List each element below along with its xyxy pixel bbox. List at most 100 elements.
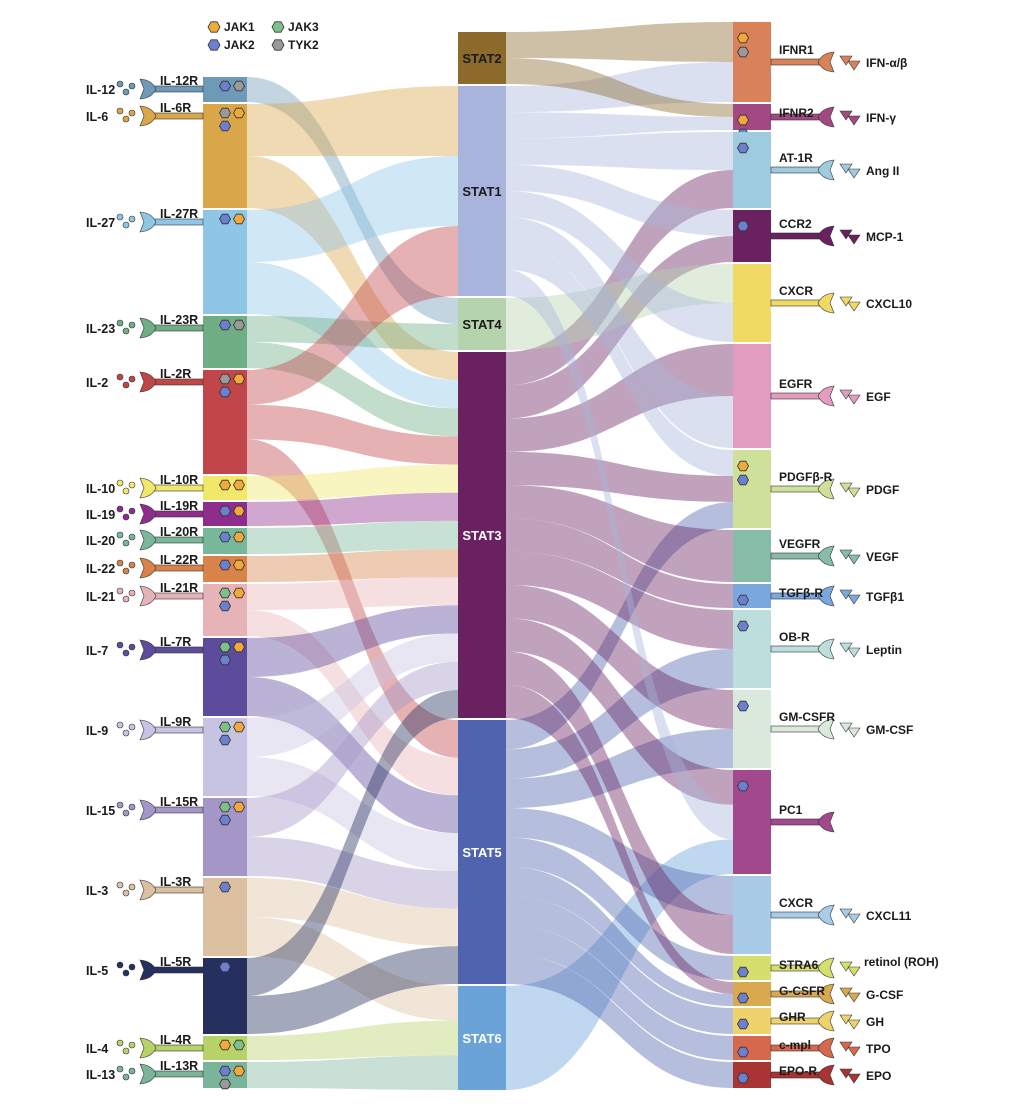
ligand-triangle-icon <box>839 549 853 560</box>
ligand-dot-icon <box>122 567 130 575</box>
ligand-dot-icon <box>122 1073 130 1081</box>
ligand-dot-icon <box>128 533 136 541</box>
receptor-cup-icon <box>817 292 835 314</box>
left-receptor-label: IL-20R <box>160 525 198 539</box>
receptor-stalk <box>770 818 822 826</box>
legend-label-jak3: JAK3 <box>288 20 319 34</box>
right-receptor-at-1r-2: Ang II AT-1R <box>733 132 899 208</box>
left-receptor-label: IL-9R <box>160 715 191 729</box>
tyk2-hex-icon <box>219 1078 231 1090</box>
right-receptor-block <box>733 1036 771 1060</box>
jak1-hex-icon <box>233 479 245 491</box>
jak3-hex-icon <box>219 641 231 653</box>
ligand-dot-icon <box>116 801 124 809</box>
ligand-dot-icon <box>128 375 136 383</box>
jak1-hex-icon <box>233 373 245 385</box>
ligand-dot-icon <box>122 487 130 495</box>
jak2-hex-icon <box>219 814 231 826</box>
flow-ribbon-left-6-stat3 <box>247 492 458 526</box>
left-receptor-label: IL-15R <box>160 795 198 809</box>
right-receptor-label: STRA6 <box>779 958 819 972</box>
tyk2-hex-icon <box>219 373 231 385</box>
right-receptor-block <box>733 450 771 528</box>
flow-ribbon-left-16-stat6 <box>247 1055 458 1090</box>
receptor-cup-icon <box>139 477 157 499</box>
jak1-hex-icon <box>233 559 245 571</box>
right-ligand-label: G-CSF <box>866 988 903 1002</box>
flow-ribbon-left-2-stat1 <box>247 156 458 262</box>
ligand-triangle-icon <box>847 727 861 738</box>
jak1-hex-icon <box>233 505 245 517</box>
jak2-hex-icon <box>737 1046 749 1058</box>
receptor-cup-icon <box>139 1063 157 1085</box>
left-receptor-il-19: IL-19 IL-19R <box>86 499 247 526</box>
ligand-dot-icon <box>128 1041 136 1049</box>
receptor-stalk <box>770 58 822 66</box>
right-receptor-label: EPO-R <box>779 1064 817 1078</box>
stat-block-stat1 <box>458 86 506 296</box>
right-receptor-label: c-mpl <box>779 1038 811 1052</box>
jak1-hex-icon <box>233 531 245 543</box>
right-receptor-block <box>733 982 771 1006</box>
right-ligand-label: IFN-γ <box>866 111 896 125</box>
stat-block-stat5 <box>458 720 506 984</box>
receptor-cup-icon <box>817 385 835 407</box>
legend-label-jak1: JAK1 <box>224 20 255 34</box>
right-receptor-label: OB-R <box>779 630 810 644</box>
flow-ribbon-left-11-stat5 <box>247 757 458 871</box>
tyk2-hex-icon <box>233 80 245 92</box>
jak2-hex-icon <box>219 734 231 746</box>
left-ligand-label: IL-6 <box>86 110 108 124</box>
ligand-triangle-icon <box>847 168 861 179</box>
left-receptor-label: IL-22R <box>160 553 198 567</box>
right-receptor-label: EGFR <box>779 377 813 391</box>
left-ligand-label: IL-27 <box>86 216 115 230</box>
jak1-hex-icon <box>233 587 245 599</box>
flow-ribbon-left-10-stat3 <box>247 605 458 677</box>
receptor-cup-icon <box>139 317 157 339</box>
ligand-dot-icon <box>128 561 136 569</box>
jak1-hex-icon <box>737 460 749 472</box>
flow-ribbon-right-11-stat6 <box>506 839 733 1090</box>
flow-ribbon-left-9-stat3 <box>247 577 458 610</box>
legend-label-tyk2: TYK2 <box>288 38 319 52</box>
flow-ribbons <box>247 22 733 1090</box>
flow-ribbon-right-13-stat5 <box>506 837 733 980</box>
right-ligand-label: PDGF <box>866 483 899 497</box>
receptor-stalk <box>770 166 822 174</box>
left-ligand-label: IL-20 <box>86 534 115 548</box>
flow-ribbon-left-8-stat3 <box>247 549 458 582</box>
right-receptor-block <box>733 210 771 262</box>
receptor-cup-icon <box>817 106 835 128</box>
left-ligand-label: IL-15 <box>86 804 115 818</box>
ligand-triangle-icon <box>839 229 853 240</box>
jak3-hex-icon <box>219 721 231 733</box>
right-ligand-label: Leptin <box>866 643 902 657</box>
right-ligand-label: VEGF <box>866 550 899 564</box>
right-receptor-c-mpl-16: TPO c-mpl <box>733 1036 891 1060</box>
jak2-hex-icon <box>219 881 231 893</box>
right-receptor-tgf-r-8: TGFβ1 TGFβ-R <box>733 584 904 608</box>
stat-block-stat2 <box>458 32 506 84</box>
right-receptor-label: CXCR <box>779 284 813 298</box>
right-receptor-stra6-13: retinol (ROH) STRA6 <box>733 955 939 980</box>
ligand-dot-icon <box>116 641 124 649</box>
right-receptor-ghr-15: GH GHR <box>733 1008 884 1034</box>
flow-ribbon-right-6-stat5 <box>506 502 733 750</box>
jak1-hex-icon <box>233 213 245 225</box>
ligand-dot-icon <box>122 595 130 603</box>
jak1-hex-icon <box>233 721 245 733</box>
jak2-hex-icon <box>219 531 231 543</box>
receptor-cup-icon <box>139 211 157 233</box>
flow-ribbon-left-11-stat3 <box>247 633 458 757</box>
flow-ribbon-left-12-stat5 <box>247 837 458 909</box>
left-receptor-label: IL-12R <box>160 74 198 88</box>
right-receptor-cxcr-12: CXCL11 CXCR <box>733 876 912 954</box>
left-ligand-label: IL-3 <box>86 884 108 898</box>
left-receptor-label: IL-6R <box>160 101 191 115</box>
ligand-triangle-icon <box>839 389 853 400</box>
right-receptor-ccr2-3: MCP-1 CCR2 <box>733 210 904 262</box>
right-receptor-block <box>733 132 771 208</box>
jak2-hex-icon <box>737 142 749 154</box>
